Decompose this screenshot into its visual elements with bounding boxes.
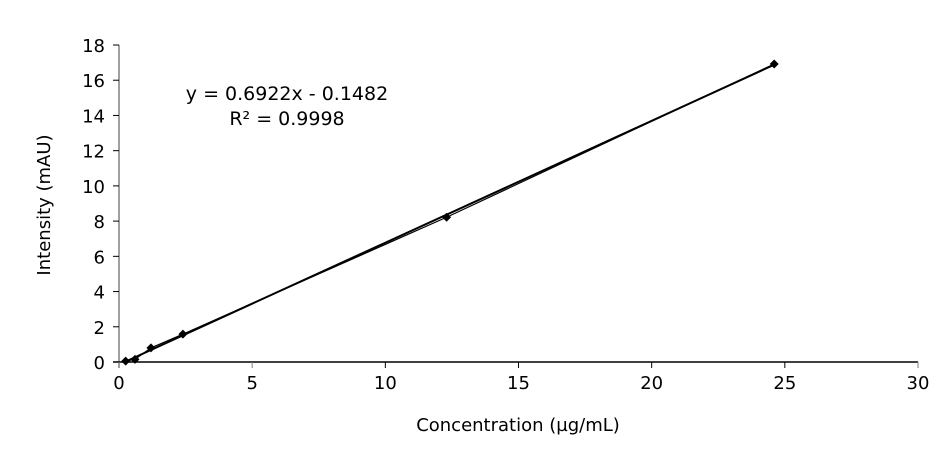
y-axis-title: Intensity (mAU) — [34, 134, 55, 275]
x-tick-label: 5 — [246, 373, 257, 394]
y-tick-label: 16 — [82, 71, 105, 92]
x-axis: 0 5 10 15 20 25 30 — [113, 361, 930, 394]
x-tick-label: 15 — [507, 373, 530, 394]
y-tick-label: 18 — [82, 36, 105, 57]
y-tick-label: 2 — [94, 318, 105, 339]
data-point-diamond — [442, 212, 452, 222]
r-squared-label: R² = 0.9998 — [229, 108, 344, 130]
y-tick-label: 4 — [94, 283, 105, 304]
y-tick-label: 8 — [94, 212, 105, 233]
y-tick-label: 14 — [82, 106, 105, 127]
x-tick-label: 10 — [374, 373, 397, 394]
x-tick-label: 20 — [640, 373, 663, 394]
y-tick-label: 10 — [82, 177, 105, 198]
x-tick-label: 0 — [113, 373, 124, 394]
x-axis-title: Concentration (µg/mL) — [416, 415, 620, 436]
data-point-diamond — [769, 59, 779, 69]
data-point-diamond — [121, 356, 131, 366]
y-tick-label: 6 — [94, 247, 105, 268]
trendline-equation: y = 0.6922x - 0.1482 — [186, 83, 388, 105]
x-tick-label: 30 — [907, 373, 930, 394]
y-tick-label: 0 — [94, 353, 105, 374]
data-point-diamond — [130, 354, 140, 364]
x-tick-label: 25 — [773, 373, 796, 394]
y-axis: 0 2 4 6 8 10 12 14 16 18 — [82, 36, 120, 374]
plot-area — [121, 59, 779, 366]
data-point-diamond — [178, 329, 188, 339]
data-point-diamond — [146, 343, 156, 353]
y-tick-label: 12 — [82, 142, 105, 163]
